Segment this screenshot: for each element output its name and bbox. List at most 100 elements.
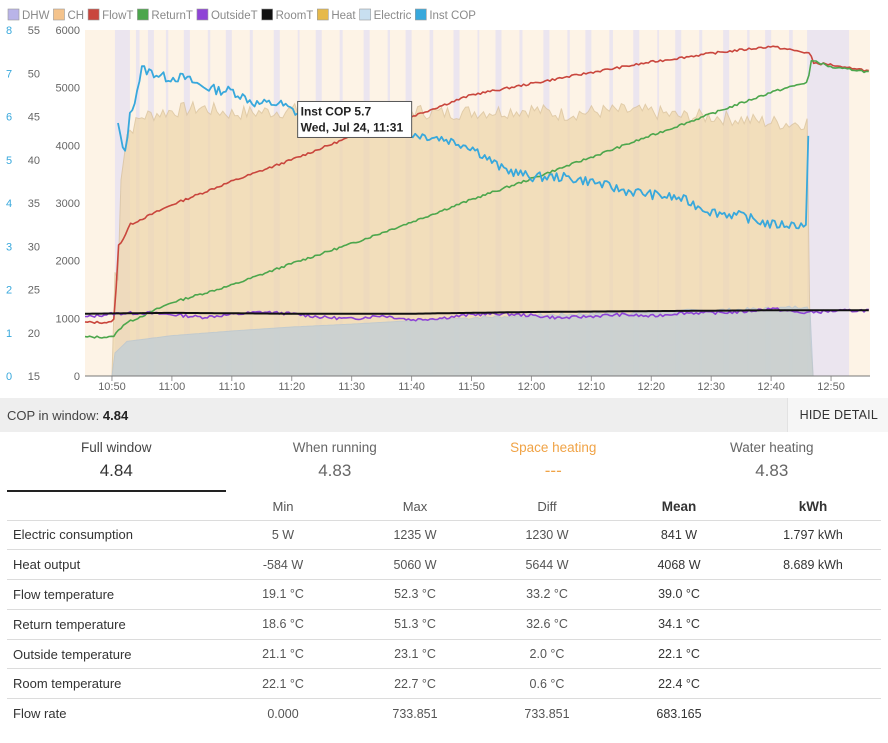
- cell-max: 52.3 °C: [349, 579, 481, 610]
- time-tick-label: 10:50: [98, 381, 126, 393]
- cell-min: 18.6 °C: [217, 608, 349, 640]
- tab-value: 4.84: [99, 461, 133, 480]
- hide-detail-button[interactable]: HIDE DETAIL: [786, 398, 888, 432]
- power-tick-label: 2000: [56, 256, 80, 268]
- tooltip-line2: Wed, Jul 24, 11:31: [301, 120, 404, 134]
- cell-kwh: [745, 668, 881, 699]
- time-tick-label: 12:10: [578, 381, 606, 393]
- power-tick-label: 1000: [56, 313, 80, 325]
- time-tick-label: 11:20: [278, 381, 305, 393]
- legend-item-roomt[interactable]: RoomT: [261, 8, 314, 22]
- tab-label: When running: [292, 440, 377, 455]
- time-tick-label: 11:00: [159, 381, 186, 393]
- temp-tick-label: 30: [28, 241, 40, 253]
- cell-diff: 33.2 °C: [481, 579, 613, 610]
- cell-kwh: [745, 638, 881, 669]
- power-tick-label: 3000: [56, 198, 80, 210]
- cell-max: 22.7 °C: [349, 668, 481, 699]
- time-tick-label: 11:10: [218, 381, 245, 393]
- cop-tick-label: 3: [6, 241, 12, 253]
- legend-label: Electric: [374, 10, 412, 22]
- time-tick-label: 12:30: [697, 381, 725, 393]
- series-line-returnt: [84, 60, 869, 339]
- legend-item-inst-cop[interactable]: Inst COP: [415, 8, 476, 22]
- cell-mean: 34.1 °C: [613, 608, 745, 640]
- series-line-outsidet: [84, 307, 869, 322]
- heatpump-chart[interactable]: 0123456781520253035404550550100020003000…: [0, 0, 888, 398]
- series-line-roomt: [85, 309, 869, 315]
- legend-swatch: [317, 8, 329, 21]
- cop-tick-label: 8: [6, 25, 12, 37]
- tab-label: Water heating: [729, 440, 814, 455]
- legend-item-outsidet[interactable]: OutsideT: [196, 8, 258, 22]
- header-diff: Diff: [537, 498, 557, 514]
- chart-area[interactable]: 0 1 2 3 4 5 6 7 8 15 20 25 30 35 40 45 50 55 0 1000 2000 3000…: [0, 0, 888, 398]
- series-line-inst-cop: [117, 65, 810, 230]
- cell-max: 51.3 °C: [349, 608, 481, 640]
- power-tick-label: 0: [74, 371, 80, 383]
- legend-swatch: [415, 8, 427, 21]
- temp-tick-label: 50: [28, 68, 40, 80]
- header-kwh: kWh: [798, 498, 828, 514]
- legend-item-heat[interactable]: Heat: [317, 8, 356, 22]
- cop-summary-label: COP in window:: [7, 407, 100, 423]
- tab-when-running[interactable]: When running 4.83: [226, 432, 445, 492]
- header-max: Max: [402, 498, 428, 514]
- cell-min: 19.1 °C: [217, 579, 349, 610]
- header-mean: Mean: [661, 498, 697, 514]
- stats-row-return-temp: Return temperature 18.6 °C 51.3 °C 32.6 …: [7, 608, 881, 640]
- cell-max: 5060 W: [349, 549, 481, 580]
- legend-item-returnt[interactable]: ReturnT: [137, 8, 193, 22]
- legend: DHW CH FlowT ReturnT OutsideT RoomT Heat Electr…: [7, 8, 476, 22]
- tab-full-window[interactable]: Full window 4.84: [7, 432, 226, 492]
- temp-tick-label: 20: [28, 328, 40, 340]
- time-tick-label: 12:20: [638, 381, 666, 393]
- temp-tick-label: 40: [28, 155, 40, 167]
- row-label: Return temperature: [7, 608, 217, 640]
- cop-tick-label: 2: [6, 285, 12, 297]
- cell-min: 22.1 °C: [217, 668, 349, 699]
- legend-swatch: [87, 8, 100, 21]
- cell-mean: 4068 W: [613, 549, 745, 580]
- legend-label: ReturnT: [151, 10, 193, 22]
- power-tick-label: 5000: [56, 83, 80, 95]
- cell-kwh: [745, 698, 881, 729]
- stats-row-flow-temp: Flow temperature 19.1 °C 52.3 °C 33.2 °C…: [7, 579, 881, 610]
- legend-item-flowt[interactable]: FlowT: [87, 8, 133, 22]
- cell-diff: 0.6 °C: [481, 668, 613, 699]
- cell-diff: 5644 W: [481, 549, 613, 580]
- tab-label: Space heating: [510, 440, 597, 455]
- cell-mean: 841 W: [613, 519, 745, 550]
- time-tick-label: 12:00: [518, 381, 546, 393]
- cell-min: 21.1 °C: [217, 638, 349, 669]
- axes-layer: 0123456781520253035404550550100020003000…: [6, 25, 870, 393]
- legend-item-ch[interactable]: CH: [53, 8, 84, 22]
- cell-max: 1235 W: [349, 519, 481, 550]
- legend-swatch: [7, 8, 20, 21]
- legend-item-electric[interactable]: Electric: [359, 8, 412, 22]
- cell-kwh: [745, 579, 881, 610]
- cop-summary-value: 4.84: [102, 407, 129, 423]
- cell-diff: 733.851: [481, 698, 613, 729]
- legend-swatch: [53, 8, 65, 21]
- cop-tick-label: 4: [6, 198, 12, 210]
- row-label: Flow temperature: [7, 579, 217, 610]
- time-tick-label: 11:30: [338, 381, 365, 393]
- cop-summary-bar: COP in window: 4.84 HIDE DETAIL: [0, 398, 888, 432]
- cell-min: 5 W: [217, 519, 349, 550]
- row-label: Electric consumption: [7, 519, 217, 550]
- cell-diff: 1230 W: [481, 519, 613, 550]
- dhw-band: [807, 30, 850, 376]
- tab-water-heating[interactable]: Water heating 4.83: [663, 432, 882, 492]
- cell-max: 23.1 °C: [349, 638, 481, 669]
- cop-tick-label: 7: [6, 68, 12, 80]
- series-layer: [84, 45, 870, 377]
- cell-diff: 32.6 °C: [481, 608, 613, 640]
- power-tick-label: 6000: [56, 25, 80, 37]
- tab-space-heating[interactable]: Space heating ---: [444, 432, 663, 492]
- cell-min: -584 W: [217, 549, 349, 580]
- time-tick-label: 12:50: [817, 381, 845, 393]
- legend-item-dhw[interactable]: DHW: [7, 8, 50, 22]
- cop-tick-label: 6: [6, 112, 12, 124]
- row-label: Heat output: [7, 549, 217, 580]
